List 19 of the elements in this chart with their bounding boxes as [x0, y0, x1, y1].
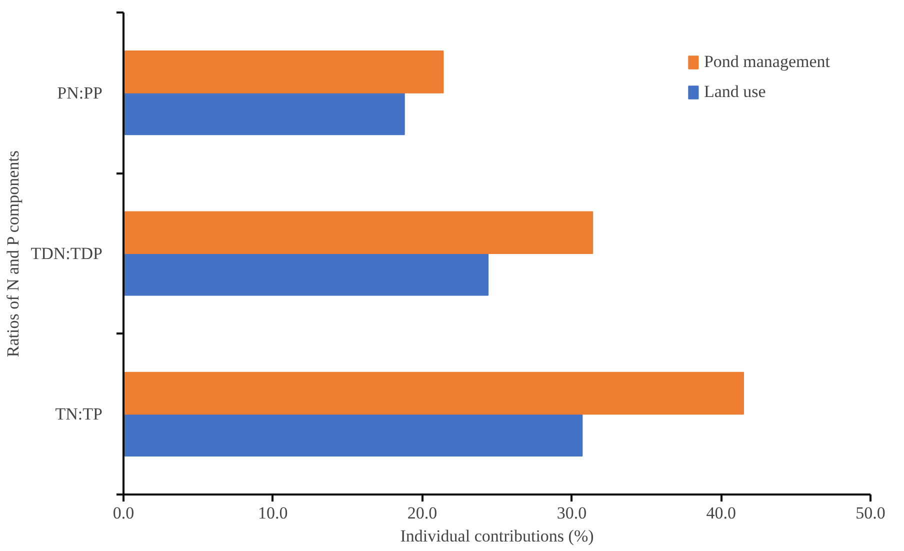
x-tick-label: 40.0 [706, 504, 736, 522]
y-tick-label: TDN:TDP [30, 244, 103, 263]
x-tick-label: 0.0 [112, 504, 134, 522]
x-tick-label: 10.0 [258, 504, 288, 522]
x-tick-label: 50.0 [856, 504, 886, 522]
bar [124, 253, 489, 296]
bar [124, 50, 444, 94]
y-tick-label: PN:PP [57, 83, 103, 102]
bar [124, 372, 744, 415]
legend-label: Land use [704, 82, 766, 102]
y-axis-title: Ratios of N and P components [4, 150, 23, 358]
legend-label: Pond management [704, 52, 830, 72]
bar [124, 92, 405, 136]
x-tick-label: 20.0 [407, 504, 438, 522]
bar [124, 211, 594, 254]
y-tick-label: TN:TP [55, 404, 103, 424]
x-tick-label: 30.0 [556, 504, 587, 522]
x-axis-title: Individual contributions (%) [400, 526, 594, 546]
bar [124, 414, 583, 456]
